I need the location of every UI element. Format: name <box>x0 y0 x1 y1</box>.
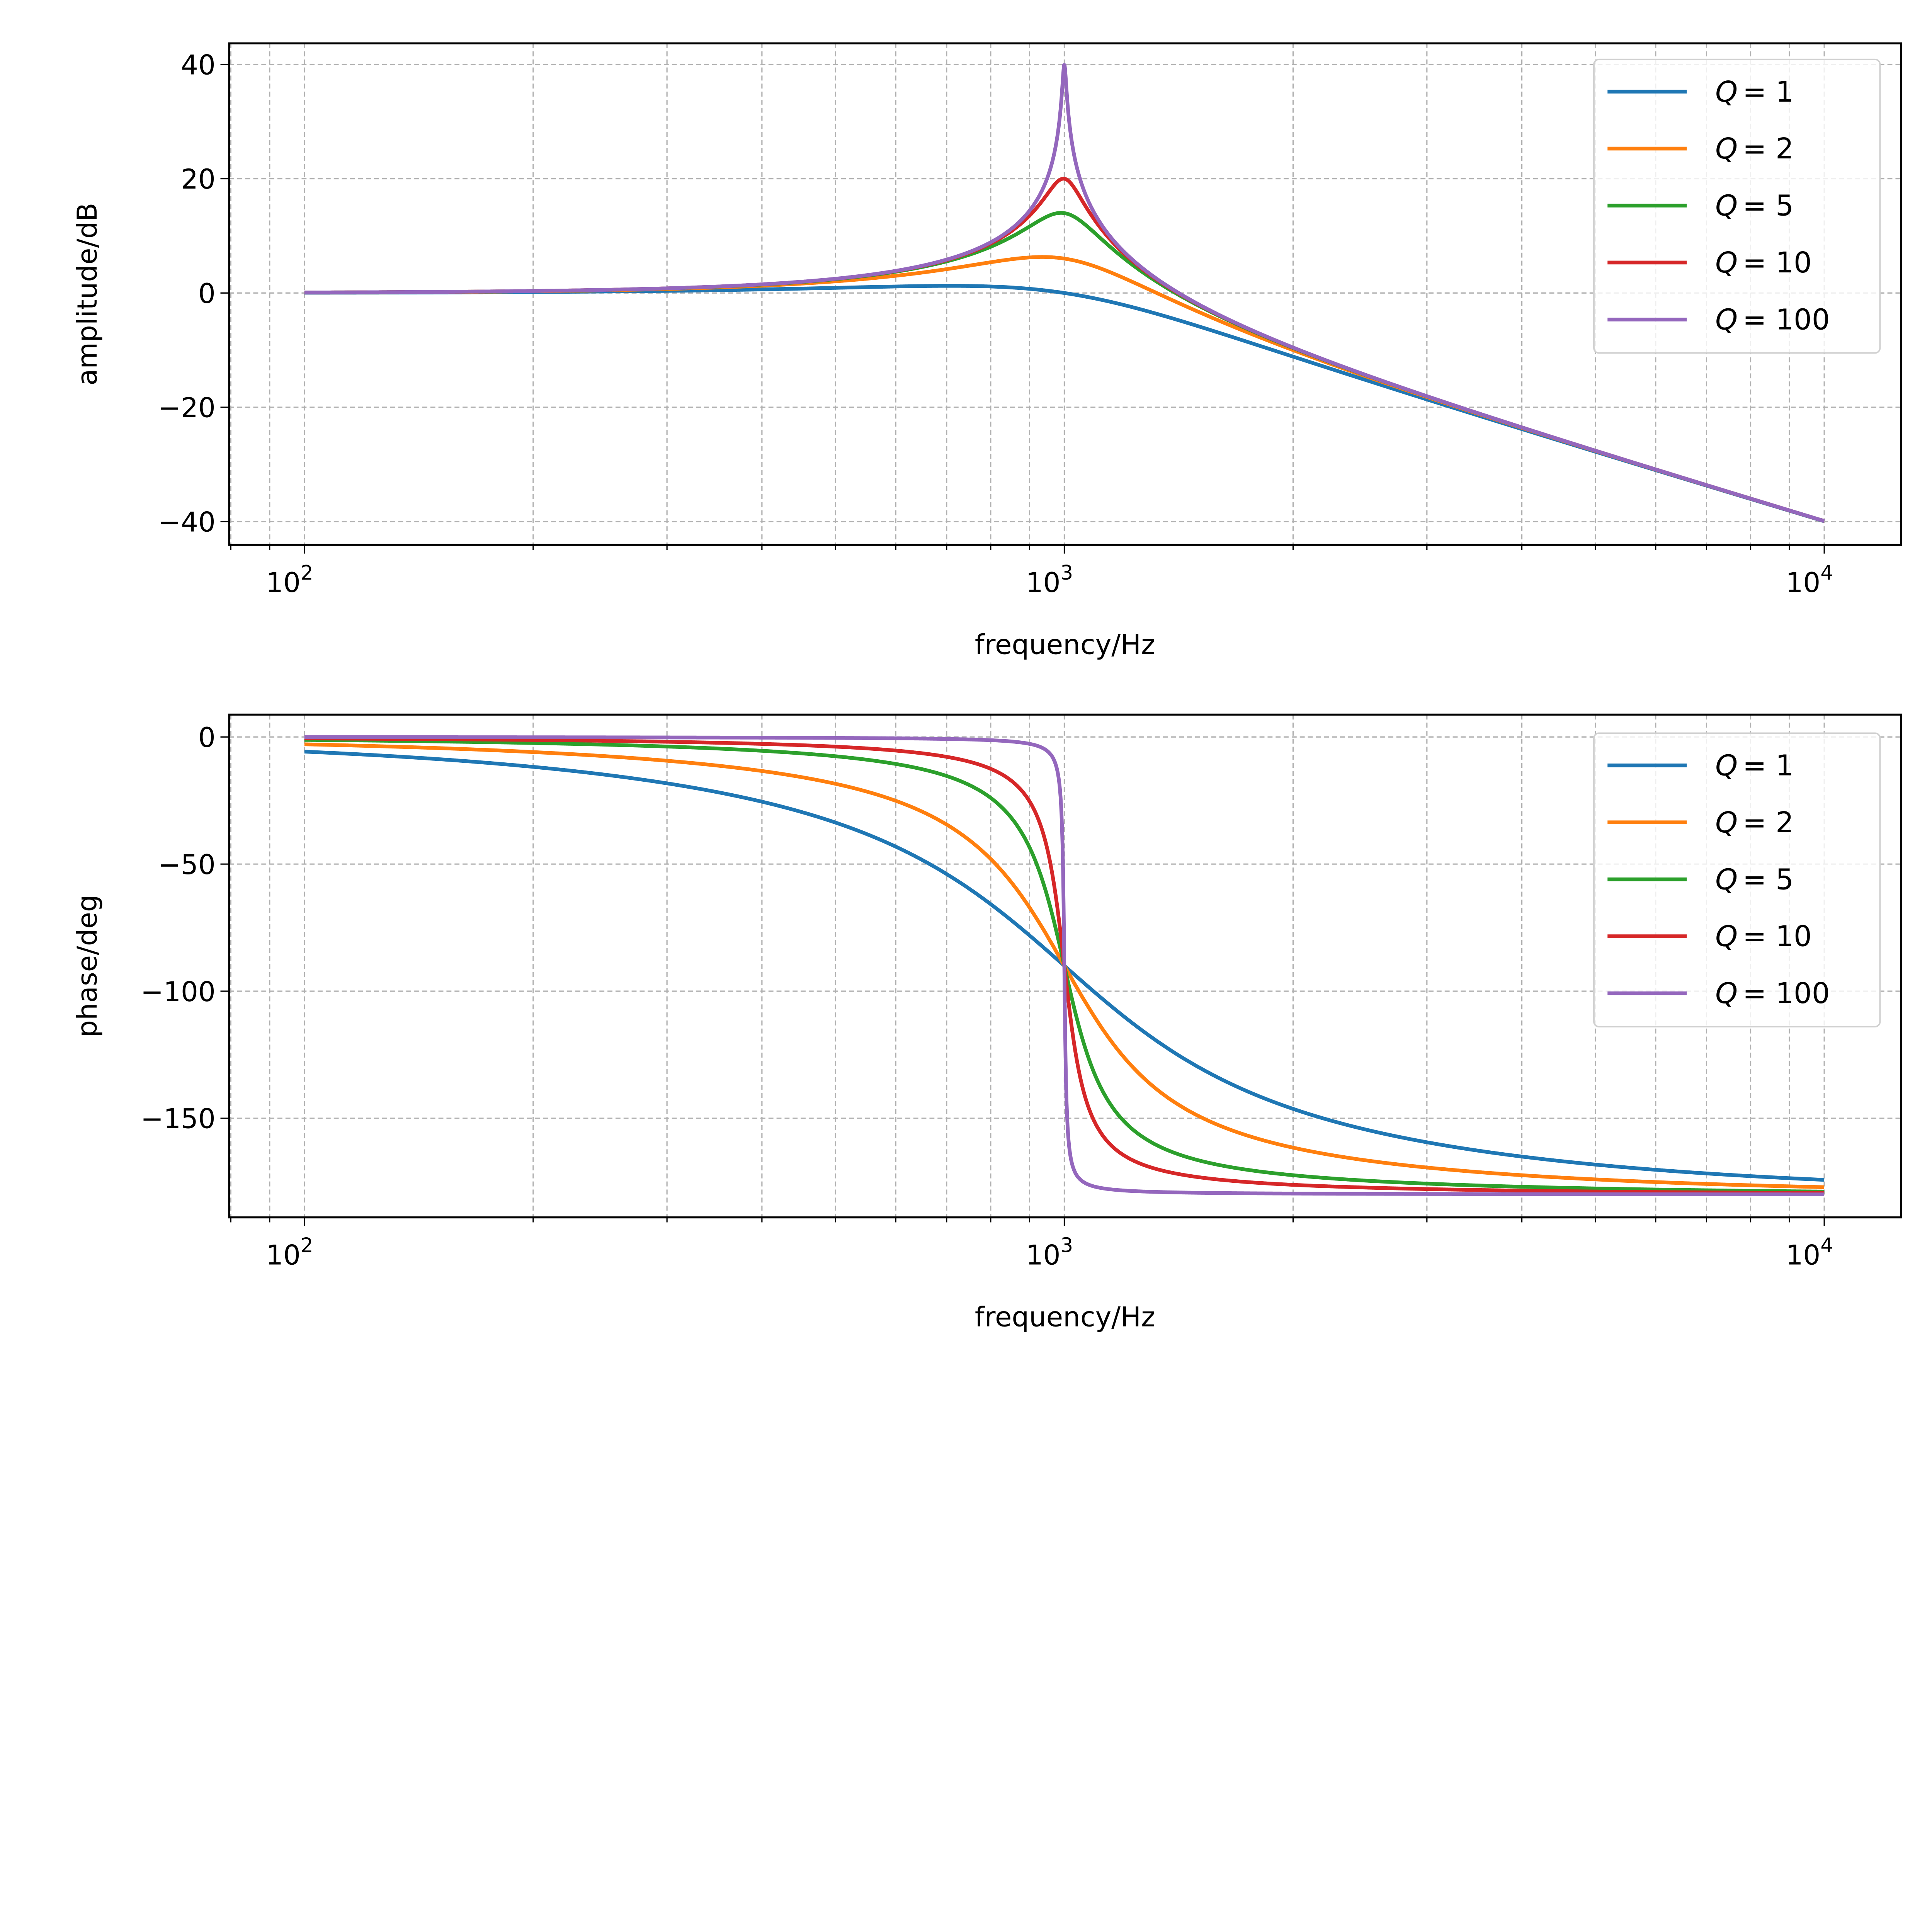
legend-q-value: = 5 <box>1743 190 1794 223</box>
series-line-q100 <box>303 735 1826 1196</box>
x-tick-label: 103 <box>1026 1234 1073 1271</box>
x-tick-base: 10 <box>1786 567 1820 599</box>
x-tick-exponent: 2 <box>301 1234 313 1257</box>
legend-q-symbol: Q <box>1715 133 1738 165</box>
x-tick-label: 104 <box>1786 1234 1833 1271</box>
x-tick-label: 102 <box>266 561 313 599</box>
legend-item: Q = 10 <box>1607 920 1812 953</box>
legend: Q = 1Q = 2Q = 5Q = 10Q = 100 <box>1593 58 1881 354</box>
x-axis-label: frequency/Hz <box>975 629 1155 660</box>
legend-q-value: = 100 <box>1743 304 1830 337</box>
x-tick-exponent: 4 <box>1820 561 1833 585</box>
x-axis-label: frequency/Hz <box>975 1301 1155 1333</box>
legend-item: Q = 10 <box>1607 247 1812 279</box>
legend-box <box>1593 732 1881 1027</box>
legend-label: Q = 1 <box>1715 749 1794 782</box>
legend-item: Q = 5 <box>1607 190 1794 223</box>
series-lines <box>303 735 1826 1196</box>
series-lines <box>303 63 1826 523</box>
legend-label: Q = 100 <box>1715 977 1830 1010</box>
legend-item: Q = 5 <box>1607 863 1794 896</box>
legend-item: Q = 2 <box>1607 133 1794 165</box>
legend-label: Q = 1 <box>1715 76 1794 109</box>
legend-label: Q = 5 <box>1715 190 1794 223</box>
x-tick-base: 10 <box>266 567 301 599</box>
y-tick-label: 0 <box>198 278 216 310</box>
x-tick-label: 103 <box>1026 561 1073 599</box>
series-line-q100 <box>303 63 1826 523</box>
y-tick-label: −150 <box>141 1103 216 1135</box>
legend-q-symbol: Q <box>1715 304 1738 337</box>
y-axis-label: amplitude/dB <box>71 203 103 386</box>
legend-q-symbol: Q <box>1715 247 1738 279</box>
legend-q-value: = 10 <box>1743 920 1812 953</box>
legend-q-value: = 2 <box>1743 806 1794 839</box>
legend-box <box>1593 58 1881 354</box>
x-tick-base: 10 <box>1026 567 1061 599</box>
y-tick-label: −20 <box>158 392 216 424</box>
x-tick-exponent: 3 <box>1061 561 1073 585</box>
legend: Q = 1Q = 2Q = 5Q = 10Q = 100 <box>1593 732 1881 1027</box>
axes-frame <box>228 713 1902 1219</box>
legend-label: Q = 10 <box>1715 247 1812 279</box>
legend-label: Q = 5 <box>1715 863 1794 896</box>
legend-q-value: = 10 <box>1743 247 1812 279</box>
x-tick-exponent: 2 <box>301 561 313 585</box>
x-tick-exponent: 3 <box>1061 1234 1073 1257</box>
y-tick-label: 40 <box>181 49 216 81</box>
x-tick-base: 10 <box>266 1239 301 1271</box>
legend-q-symbol: Q <box>1715 190 1738 223</box>
y-tick-label: −50 <box>158 849 216 881</box>
x-tick-exponent: 4 <box>1820 1234 1833 1257</box>
legend-q-value: = 100 <box>1743 977 1830 1010</box>
legend-q-symbol: Q <box>1715 977 1738 1010</box>
legend-q-symbol: Q <box>1715 920 1738 953</box>
legend-item: Q = 2 <box>1607 806 1794 839</box>
x-tick-label: 104 <box>1786 561 1833 599</box>
legend-q-value: = 1 <box>1743 76 1794 109</box>
legend-label: Q = 2 <box>1715 133 1794 165</box>
legend-q-symbol: Q <box>1715 749 1738 782</box>
x-tick-base: 10 <box>1026 1239 1061 1271</box>
legend-q-value: = 2 <box>1743 133 1794 165</box>
legend-item: Q = 1 <box>1607 76 1794 109</box>
legend-q-value: = 1 <box>1743 749 1794 782</box>
legend-label: Q = 100 <box>1715 304 1830 337</box>
axes-frame <box>228 42 1902 546</box>
legend-label: Q = 10 <box>1715 920 1812 953</box>
y-tick-label: 0 <box>198 722 216 753</box>
legend-q-value: = 5 <box>1743 863 1794 896</box>
legend-item: Q = 100 <box>1607 977 1830 1010</box>
y-tick-label: −40 <box>158 506 216 538</box>
legend-q-symbol: Q <box>1715 76 1738 109</box>
legend-item: Q = 100 <box>1607 304 1830 337</box>
legend-q-symbol: Q <box>1715 806 1738 839</box>
x-tick-label: 102 <box>266 1234 313 1271</box>
y-axis-label: phase/deg <box>71 895 103 1037</box>
y-tick-label: −100 <box>141 976 216 1008</box>
legend-label: Q = 2 <box>1715 806 1794 839</box>
legend-item: Q = 1 <box>1607 749 1794 782</box>
legend-q-symbol: Q <box>1715 863 1738 896</box>
x-tick-base: 10 <box>1786 1239 1820 1271</box>
y-tick-label: 20 <box>181 163 216 195</box>
